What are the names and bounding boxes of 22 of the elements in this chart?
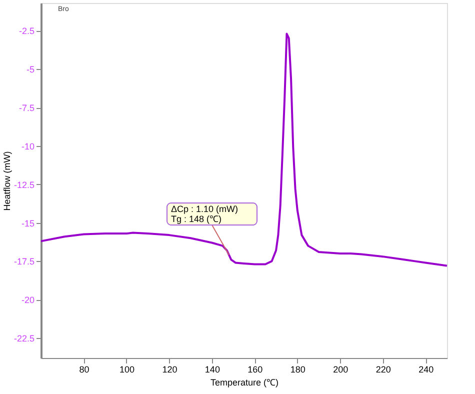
x-tick-label: 200 <box>333 364 348 374</box>
annotation: ΔCp : 1.10 (mW) Tg : 148 (℃) <box>171 204 238 224</box>
y-tick-label: -15 <box>21 218 34 228</box>
x-tick-label: 140 <box>204 364 220 374</box>
x-tick-label: 80 <box>79 364 90 374</box>
y-tick-label: -22.5 <box>14 334 34 344</box>
y-tick-label: -17.5 <box>14 256 34 267</box>
y-tick-label: -20 <box>21 295 34 306</box>
y-tick-label: -5 <box>26 64 34 75</box>
x-tick-label: 120 <box>162 364 178 374</box>
x-tick-label: 220 <box>376 364 391 374</box>
y-tick-label: -10 <box>21 141 34 152</box>
y-tick-label: -7.5 <box>18 103 34 113</box>
line-series <box>40 32 448 267</box>
y-tick-label: -12.5 <box>14 180 34 190</box>
x-tick-label: 180 <box>290 364 306 374</box>
x-axis-title: Temperature (℃) <box>210 378 279 388</box>
y-axis-title: Heatflow (mW) <box>2 151 12 211</box>
x-tick-label: 160 <box>248 364 263 374</box>
y-tick-label: -2.5 <box>18 26 34 36</box>
x-tick-label: 240 <box>418 364 434 374</box>
x-tick-label: 100 <box>119 364 134 374</box>
